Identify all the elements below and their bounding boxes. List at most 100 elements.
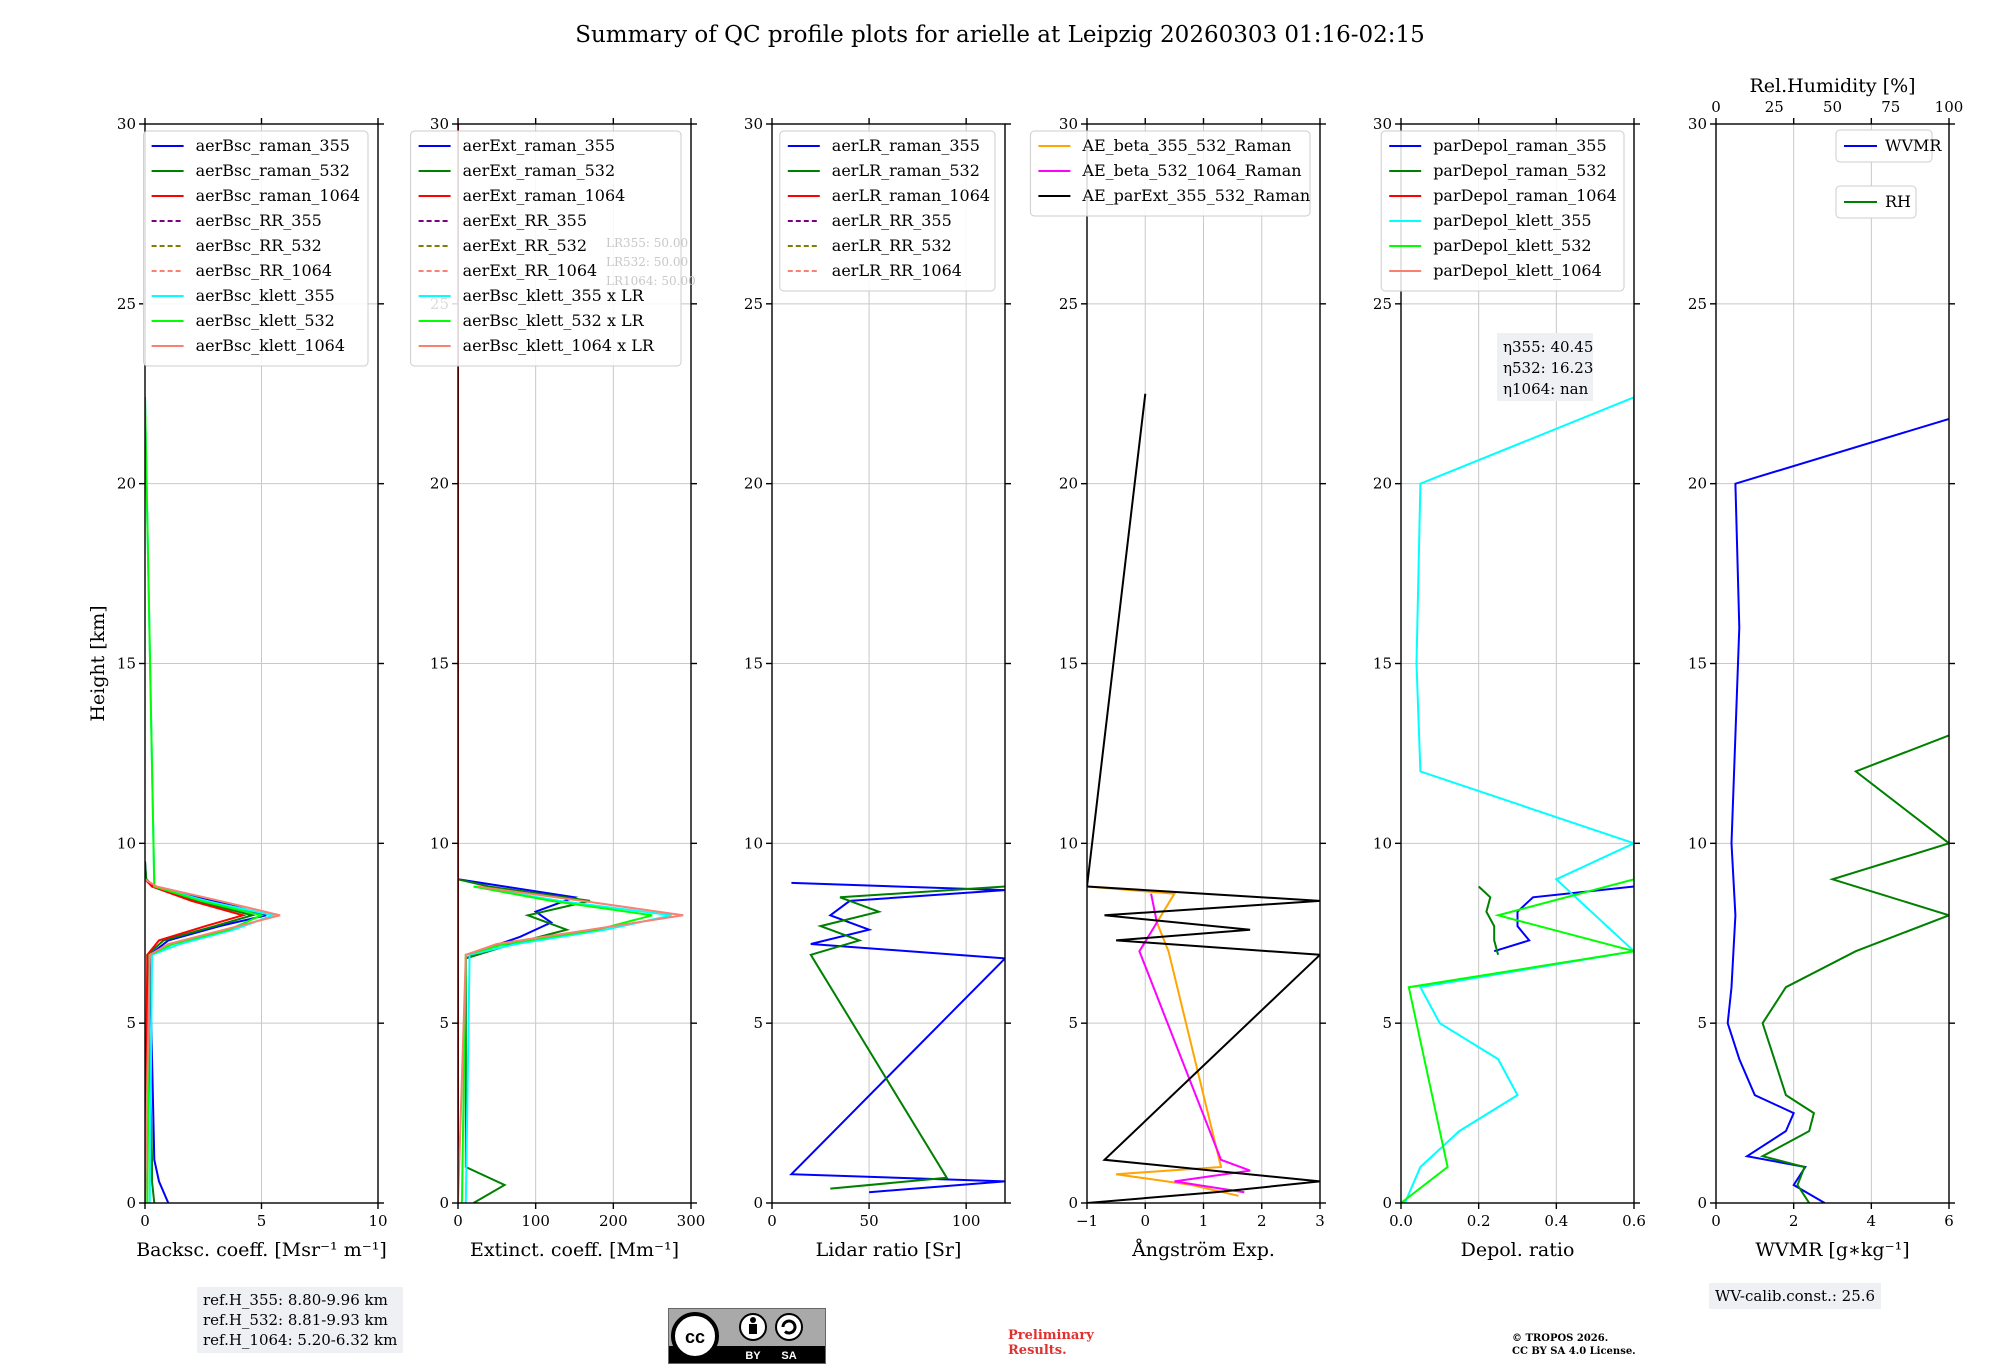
x-tick-label: 10 — [368, 1212, 387, 1230]
series-line-AE_parExt_355_532_Raman — [1087, 393, 1320, 1203]
y-tick-label: 15 — [1688, 655, 1707, 673]
y-tick-label: 25 — [1059, 295, 1078, 313]
series-line-aerBsc_klett_1064 x LR — [458, 885, 684, 1203]
x-axis-label: Lidar ratio [Sr] — [816, 1239, 962, 1261]
eta-note-line: η532: 16.23 — [1503, 359, 1593, 377]
legend: WVMR — [1835, 129, 1942, 163]
y-tick-label: 5 — [753, 1014, 763, 1032]
y-tick-label: 15 — [117, 655, 136, 673]
series-line-aerExt_raman_532 — [458, 878, 591, 1203]
series-line-aerBsc_klett_355 — [145, 397, 277, 1203]
legend-label-aerExt_raman_355: aerExt_raman_355 — [463, 136, 616, 155]
series-line-parDepol_klett_355 — [1403, 396, 1634, 1203]
y-tick-label: 25 — [744, 295, 763, 313]
legend-label-aerExt_raman_1064: aerExt_raman_1064 — [463, 186, 626, 205]
legend-label-aerBsc_klett_355 x LR: aerBsc_klett_355 x LR — [463, 286, 645, 305]
series-group — [1401, 396, 1634, 1203]
legend-label-aerBsc_RR_1064: aerBsc_RR_1064 — [196, 261, 332, 280]
y-tick-label: 10 — [430, 834, 449, 852]
x-tick-label: −1 — [1076, 1212, 1098, 1230]
x-tick-label: 5 — [257, 1212, 267, 1230]
y-tick-label: 15 — [430, 655, 449, 673]
cc-logo-icon — [671, 1312, 719, 1360]
panel-extinction: 0100200300051015202530Extinct. coeff. [M… — [410, 115, 705, 1261]
series-group — [145, 397, 281, 1203]
top-x-tick-label: 50 — [1823, 98, 1842, 116]
ref-height-355: ref.H_355: 8.80-9.96 km — [203, 1291, 388, 1309]
legend-label-aerBsc_raman_532: aerBsc_raman_532 — [196, 161, 350, 180]
lidar-ratio-note: LR1064: 50.00 — [606, 274, 696, 288]
eta-note-line: η1064: nan — [1503, 380, 1589, 398]
panel-depolarization: 0.0 0.2 0.4 0.6 0 5 10 15 20 25 30 Depol. ratio parD… — [1373, 115, 1646, 1261]
legend: RH — [1835, 185, 1917, 219]
x-tick-label: 0.4 — [1544, 1212, 1568, 1230]
series-line-aerBsc_klett_1064 — [145, 878, 281, 1203]
y-tick-label: 15 — [1373, 655, 1392, 673]
series-line-aerBsc_klett_355 x LR — [464, 885, 672, 1203]
x-tick-label: 0 — [453, 1212, 463, 1230]
y-tick-label: 5 — [1068, 1014, 1078, 1032]
y-tick-label: 20 — [1059, 475, 1078, 493]
preliminary-line-2: Results. — [1008, 1343, 1067, 1358]
y-tick-label: 0 — [439, 1194, 449, 1212]
ref-height-532: ref.H_532: 8.81-9.93 km — [203, 1311, 388, 1329]
legend-label-aerLR_RR_1064: aerLR_RR_1064 — [832, 261, 962, 280]
x-tick-label: 100 — [952, 1212, 981, 1230]
series-group — [1087, 393, 1320, 1203]
y-tick-label: 5 — [1697, 1014, 1707, 1032]
series-line-parDepol_klett_532 — [1401, 397, 1634, 1203]
series-line-RH — [1759, 734, 1949, 1203]
series-line-AE_beta_355_532_Raman — [1087, 885, 1239, 1197]
sa-label: SA — [781, 1350, 796, 1362]
legend-label-aerBsc_klett_532: aerBsc_klett_532 — [196, 311, 335, 330]
panel-backscatter: 0 5 10 0 5 10 15 20 25 30 Backsc. coeff. [Msr⁻¹ m⁻… — [87, 115, 388, 1261]
legend-label-RH: RH — [1885, 192, 1911, 211]
legend-label-aerLR_RR_532: aerLR_RR_532 — [832, 236, 952, 255]
cc-license-badge[interactable]: cc BY SA — [668, 1308, 826, 1364]
legend-label-AE_beta_532_1064_Raman: AE_beta_532_1064_Raman — [1081, 161, 1301, 180]
y-tick-label: 20 — [1373, 475, 1392, 493]
y-tick-label: 10 — [1373, 834, 1392, 852]
y-tick-label: 20 — [1688, 475, 1707, 493]
x-tick-label: 200 — [599, 1212, 628, 1230]
series-line-AE_beta_532_1064_Raman — [1138, 893, 1251, 1194]
x-axis-label: Backsc. coeff. [Msr⁻¹ m⁻¹] — [136, 1239, 387, 1261]
legend-label-aerExt_RR_355: aerExt_RR_355 — [463, 211, 587, 230]
legend-label-aerLR_raman_355: aerLR_raman_355 — [832, 136, 980, 155]
x-tick-label: 50 — [860, 1212, 879, 1230]
eta-note: η355: 40.45 η532: 16.23 η1064: nan — [1497, 333, 1593, 401]
y-tick-label: 30 — [1059, 115, 1078, 133]
x-tick-label: 0 — [1140, 1212, 1150, 1230]
y-tick-label: 0 — [753, 1194, 763, 1212]
y-tick-label: 10 — [1059, 834, 1078, 852]
x-tick-label: 0.6 — [1622, 1212, 1646, 1230]
y-tick-label: 30 — [1373, 115, 1392, 133]
copyright-line-2: CC BY SA 4.0 License. — [1512, 1346, 1636, 1357]
legend-label-aerLR_raman_1064: aerLR_raman_1064 — [832, 186, 990, 205]
legend-box — [143, 130, 369, 367]
panel-lidar_ratio: 0 50 100 0 5 10 15 20 25 30 Lidar ratio [Sr] aerLR_… — [744, 115, 1011, 1261]
legend-label-aerBsc_RR_532: aerBsc_RR_532 — [196, 236, 322, 255]
legend-label-aerLR_RR_355: aerLR_RR_355 — [832, 211, 952, 230]
legend: parDepol_raman_355 parDepol_raman_532 parD… — [1380, 130, 1625, 292]
legend: aerBsc_raman_355 aerBsc_raman_532 aerBsc_r… — [143, 130, 369, 367]
y-tick-label: 5 — [439, 1014, 449, 1032]
legend-label-AE_parExt_355_532_Raman: AE_parExt_355_532_Raman — [1081, 186, 1310, 205]
y-tick-label: 20 — [430, 475, 449, 493]
x-tick-label: 0 — [1711, 1212, 1721, 1230]
y-tick-label: 15 — [1059, 655, 1078, 673]
top-x-tick-label: 25 — [1765, 98, 1784, 116]
legend-label-parDepol_raman_1064: parDepol_raman_1064 — [1433, 186, 1617, 205]
y-tick-label: 10 — [117, 834, 136, 852]
x-tick-label: 6 — [1944, 1212, 1954, 1230]
series-line-parDepol_raman_355 — [1493, 885, 1634, 953]
legend-label-aerExt_raman_532: aerExt_raman_532 — [463, 161, 616, 180]
y-tick-label: 5 — [1382, 1014, 1392, 1032]
copyright-note: © TROPOS 2026. CC BY SA 4.0 License. — [1512, 1332, 1636, 1358]
y-tick-label: 0 — [1697, 1194, 1707, 1212]
legend-box — [410, 130, 682, 367]
by-label: BY — [745, 1350, 761, 1362]
y-tick-label: 20 — [744, 475, 763, 493]
y-tick-label: 0 — [1382, 1194, 1392, 1212]
